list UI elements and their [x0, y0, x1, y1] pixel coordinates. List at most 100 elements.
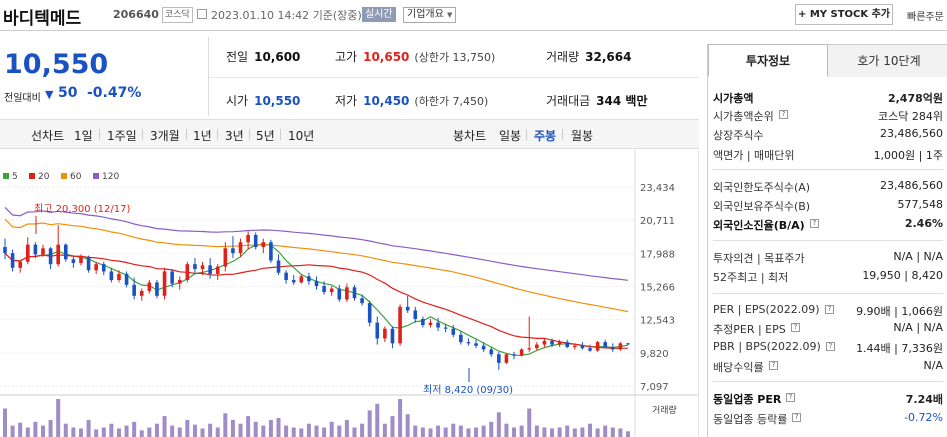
info-value: 7.24배 — [905, 393, 943, 406]
price-chart[interactable]: 23,434 20,711 17,988 15,266 12,543 9,820 7,097… — [0, 150, 699, 437]
ma-120-line — [4, 206, 629, 281]
chevron-down-icon: ▼ — [447, 11, 453, 19]
volume-bar — [86, 419, 91, 437]
candle — [101, 261, 106, 276]
volume-bar — [337, 425, 342, 437]
candle — [56, 225, 60, 267]
period-3m[interactable]: 3개월 — [150, 129, 180, 143]
legend-ma5: 5 — [3, 172, 18, 182]
volume-bar — [504, 423, 509, 437]
info-label: 추정PER | EPS — [713, 323, 786, 336]
change-percent: -0.47% — [87, 85, 142, 101]
candle — [10, 249, 15, 272]
volume-bar — [299, 428, 304, 437]
volume-bar — [512, 427, 517, 437]
volume-bar — [420, 427, 425, 437]
candle — [497, 351, 501, 370]
candle — [314, 276, 319, 290]
change-value: 50 — [58, 85, 78, 101]
candle — [33, 242, 38, 259]
volume-bar — [458, 425, 463, 437]
candle — [284, 270, 288, 284]
candle — [246, 231, 250, 250]
y-tick-label: 20,711 — [640, 216, 675, 227]
quick-order-link[interactable]: 빠른주문 — [907, 12, 944, 23]
candle — [413, 306, 418, 323]
candle — [618, 342, 623, 351]
candle — [18, 260, 22, 273]
volume-bar — [352, 427, 357, 437]
divider — [208, 37, 209, 116]
candle — [595, 340, 600, 352]
candle-weekly[interactable]: 주봉 — [534, 129, 557, 143]
volume-bar — [109, 423, 114, 437]
realtime-badge[interactable]: 실시간 — [362, 7, 396, 22]
help-icon[interactable]: ? — [825, 305, 834, 314]
candle — [276, 254, 281, 276]
add-mystock-button[interactable]: + MY STOCK 추가 — [795, 4, 893, 25]
volume-bar — [481, 425, 486, 437]
candle — [48, 247, 53, 270]
period-1d[interactable]: 1일 — [74, 129, 93, 143]
company-info-dropdown[interactable]: 기업개요 ▼ — [403, 7, 457, 23]
volume-bar — [565, 425, 570, 437]
info-value: 577,548 — [897, 198, 944, 211]
candle — [193, 258, 197, 273]
candle — [109, 267, 114, 283]
panel-tabs: 투자정보 호가 10단계 — [708, 44, 947, 77]
candle — [557, 339, 562, 347]
period-1w[interactable]: 1주일 — [107, 129, 137, 143]
volume-bar — [208, 423, 213, 437]
candle — [481, 342, 486, 352]
candle-monthly[interactable]: 월봉 — [571, 129, 594, 143]
candle — [565, 339, 570, 349]
volume-bar — [375, 403, 380, 437]
info-label: 액면가 | 매매단위 — [713, 149, 795, 162]
help-icon[interactable]: ? — [810, 219, 819, 228]
market-badge: 코스닥 — [162, 7, 193, 23]
candle — [307, 272, 311, 285]
candle — [155, 279, 159, 299]
info-value: 1,000원 | 1주 — [873, 149, 943, 162]
candle — [611, 343, 615, 352]
prev-close: 전일 10,600 — [226, 50, 301, 64]
help-icon[interactable]: ? — [779, 110, 788, 119]
volume-bar — [572, 428, 577, 437]
candle — [79, 254, 83, 266]
candle — [215, 264, 220, 280]
info-value: 1.44배 | 7,336원 — [856, 342, 943, 355]
volume-bar — [48, 419, 53, 437]
tab-investment-info[interactable]: 투자정보 — [708, 44, 828, 77]
period-5y[interactable]: 5년 — [256, 129, 275, 143]
info-label: 외국인한도주식수(A) — [713, 181, 811, 194]
candle — [3, 238, 7, 260]
y-tick-label: 15,266 — [640, 282, 675, 293]
trade-amount: 거래대금 344 백만 — [546, 94, 648, 108]
candle — [117, 270, 121, 283]
info-value: N/A | N/A — [893, 250, 943, 263]
volume-bar — [116, 428, 121, 437]
volume-bar — [618, 428, 623, 437]
help-icon[interactable]: ? — [786, 393, 795, 402]
volume-bar — [200, 428, 205, 437]
volume-bar — [344, 419, 349, 437]
help-icon[interactable]: ? — [792, 413, 801, 422]
tab-orderbook[interactable]: 호가 10단계 — [828, 44, 947, 77]
info-value: N/A — [923, 359, 943, 372]
change-label: 전일대비 — [4, 93, 41, 104]
volume-bar — [78, 428, 83, 437]
help-icon[interactable]: ? — [826, 342, 835, 351]
period-3y[interactable]: 3년 — [225, 129, 244, 143]
low-annotation: 최저 8,420 (09/30) — [423, 384, 513, 396]
legend-ma60: 60 — [61, 172, 81, 182]
period-10y[interactable]: 10년 — [288, 129, 315, 143]
help-icon[interactable]: ? — [791, 323, 800, 332]
info-label: 52주최고 | 최저 — [713, 271, 789, 284]
period-1y[interactable]: 1년 — [193, 129, 212, 143]
candle — [25, 237, 30, 265]
volume-bar — [428, 428, 433, 437]
divider — [209, 77, 699, 78]
help-icon[interactable]: ? — [769, 361, 778, 370]
volume-bar — [3, 408, 7, 437]
candle-daily[interactable]: 일봉 — [499, 129, 522, 143]
